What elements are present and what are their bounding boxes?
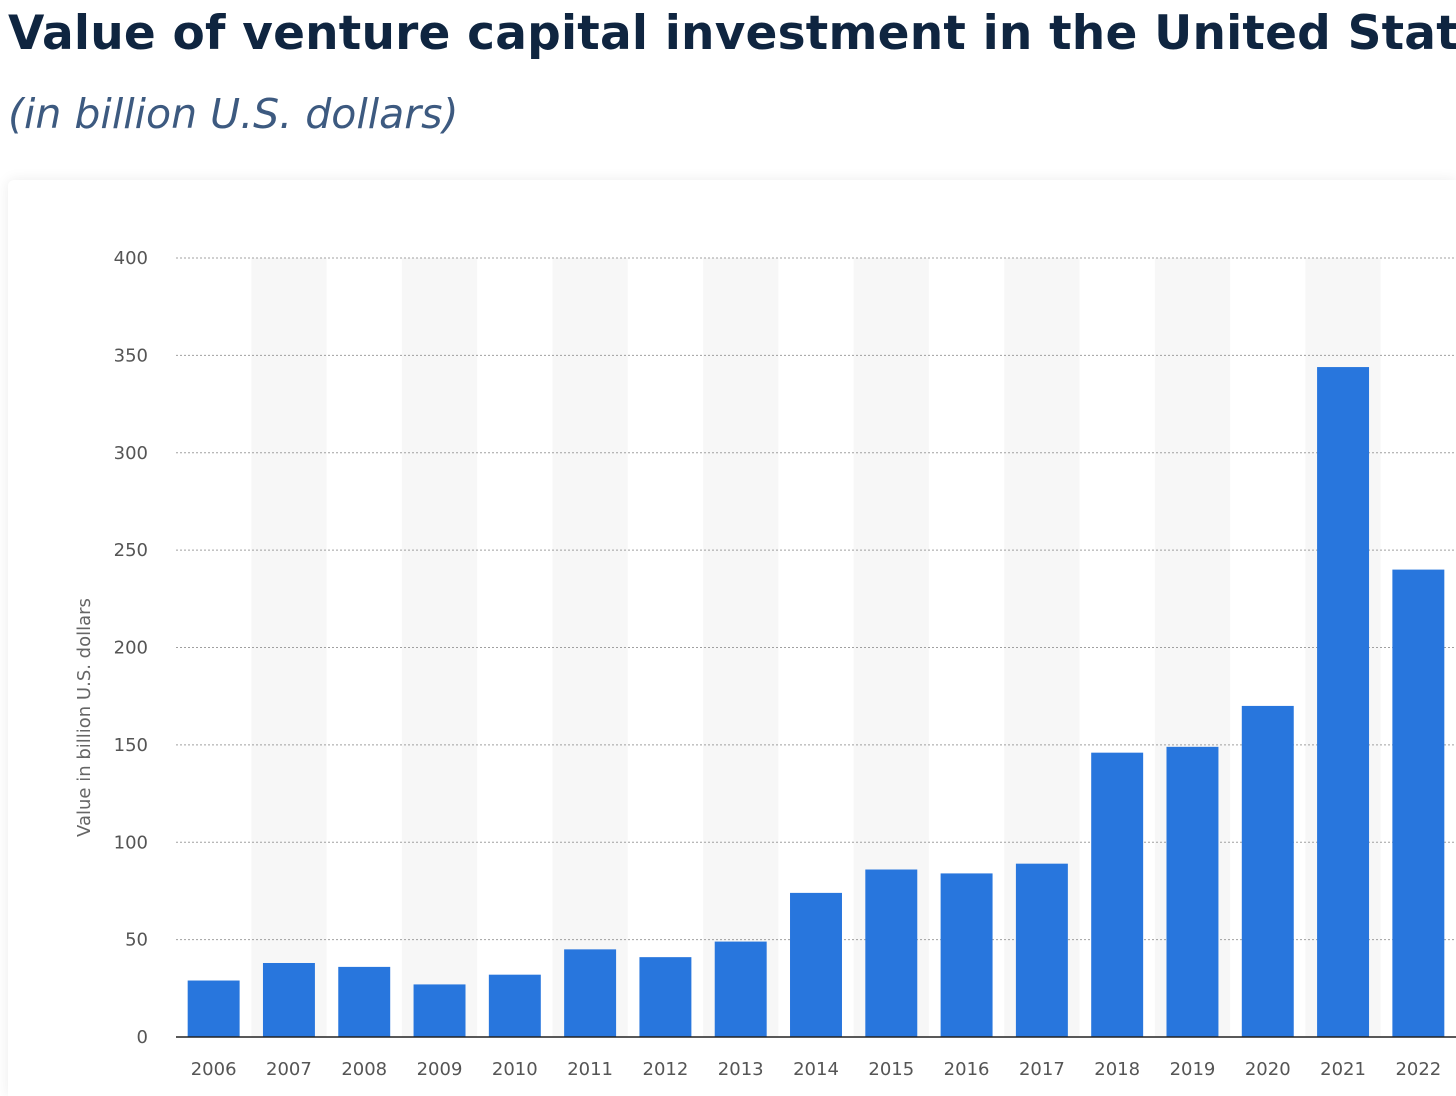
bar [262, 962, 315, 1037]
y-tick-label: 400 [114, 248, 148, 269]
x-tick-label: 2022 [1395, 1059, 1441, 1080]
chart-title: Value of venture capital investment in t… [8, 6, 1456, 61]
x-tick-label: 2009 [417, 1059, 463, 1080]
x-tick-label: 2013 [718, 1059, 764, 1080]
bar [1241, 705, 1294, 1037]
y-tick-label: 350 [114, 345, 148, 366]
y-tick-label: 150 [114, 735, 148, 756]
bar [564, 949, 617, 1037]
bar [865, 869, 918, 1037]
x-tick-label: 2018 [1094, 1059, 1140, 1080]
x-tick-label: 2011 [567, 1059, 613, 1080]
y-tick-label: 200 [114, 638, 148, 659]
x-tick-label: 2007 [266, 1059, 312, 1080]
y-tick-label: 300 [114, 443, 148, 464]
chart-card: 0 50 100 150 200 250 300 350 400 Value in billion… [8, 180, 1456, 1096]
bar [790, 892, 842, 1037]
bar [1392, 569, 1445, 1037]
x-tick-label: 2008 [341, 1059, 387, 1080]
x-tick-label: 2015 [868, 1059, 914, 1080]
bar [639, 957, 692, 1037]
y-tick-label: 50 [125, 930, 148, 951]
y-tick-label: 100 [114, 832, 148, 853]
bar [714, 941, 767, 1037]
x-tick-label: 2006 [191, 1059, 237, 1080]
y-tick-label: 0 [137, 1027, 148, 1048]
bar [488, 974, 541, 1037]
bar [1091, 752, 1144, 1037]
bar [338, 966, 391, 1037]
x-tick-label: 2014 [793, 1059, 839, 1080]
x-tick-label: 2017 [1019, 1059, 1065, 1080]
x-tick-label: 2019 [1170, 1059, 1216, 1080]
x-tick-label: 2012 [643, 1059, 689, 1080]
bar [1166, 746, 1219, 1037]
bar [940, 873, 993, 1037]
bar-chart: 0 50 100 150 200 250 300 350 400 Value in billion… [74, 248, 1456, 1080]
x-tick-label: 2010 [492, 1059, 538, 1080]
x-tick-label: 2016 [944, 1059, 990, 1080]
chart-subtitle: (in billion U.S. dollars) [8, 90, 459, 138]
bar [187, 980, 240, 1037]
y-axis-title: Value in billion U.S. dollars [74, 598, 95, 837]
bar [1015, 863, 1068, 1037]
bar [1317, 367, 1370, 1037]
x-tick-label: 2021 [1320, 1059, 1366, 1080]
x-tick-label: 2020 [1245, 1059, 1291, 1080]
bar [413, 984, 466, 1037]
y-tick-label: 250 [114, 540, 148, 561]
